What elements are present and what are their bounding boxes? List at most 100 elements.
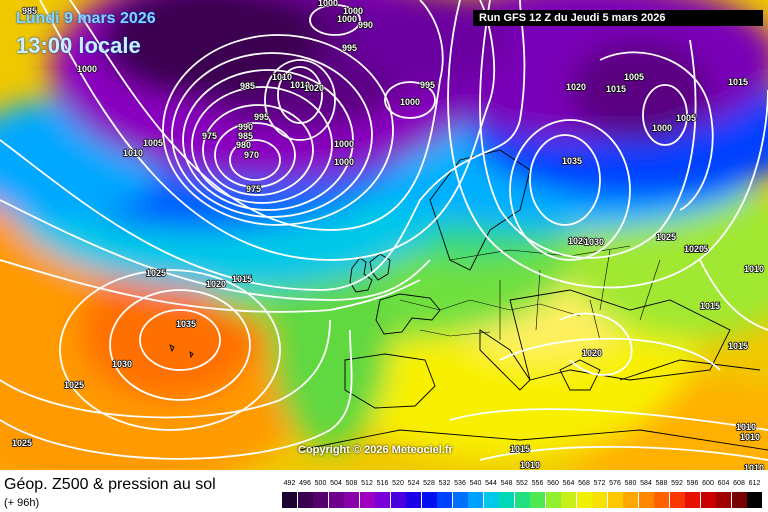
legend-value: 524 bbox=[407, 480, 420, 487]
isobar-label: 1035 bbox=[176, 319, 196, 329]
isobar-label: 990 bbox=[238, 122, 253, 132]
legend-value: 600 bbox=[702, 480, 714, 487]
legend-swatch bbox=[654, 492, 669, 508]
legend-item: 592 bbox=[669, 480, 685, 508]
legend-value: 580 bbox=[624, 480, 637, 487]
footer: Géop. Z500 & pression au sol (+ 96h) 492… bbox=[0, 470, 768, 512]
legend-swatch bbox=[437, 492, 452, 508]
isobar-label: 980 bbox=[236, 140, 251, 150]
legend-value: 596 bbox=[686, 480, 699, 487]
isobar-label: 1020 bbox=[684, 244, 704, 254]
legend-swatch bbox=[297, 492, 313, 508]
legend-swatch bbox=[514, 492, 530, 508]
legend-value: 512 bbox=[361, 480, 373, 487]
isobar-label: 995 bbox=[254, 112, 269, 122]
legend-item: 612 bbox=[747, 480, 762, 508]
forecast-date: Lundi 9 mars 2026 bbox=[16, 10, 156, 27]
legend-swatch bbox=[685, 492, 700, 508]
legend-value: 564 bbox=[562, 480, 575, 487]
legend-item: 552 bbox=[514, 480, 530, 508]
isobar-label: 1000 bbox=[337, 14, 357, 24]
footer-title: Géop. Z500 & pression au sol bbox=[4, 476, 216, 493]
legend-swatch bbox=[406, 492, 421, 508]
isobar-label: 970 bbox=[244, 150, 259, 160]
isobar-label: 1025 bbox=[64, 380, 84, 390]
legend-item: 528 bbox=[421, 480, 437, 508]
isobar-label: 1025 bbox=[12, 438, 32, 448]
legend-value: 572 bbox=[593, 480, 606, 487]
legend-item: 492 bbox=[282, 480, 297, 508]
isobar-label: 1005 bbox=[624, 72, 644, 82]
legend-swatch bbox=[623, 492, 638, 508]
isobar-label: 1010 bbox=[520, 460, 540, 470]
legend-value: 540 bbox=[469, 480, 482, 487]
isobar-label: 975 bbox=[246, 184, 261, 194]
isobar-label: 1005 bbox=[143, 138, 163, 148]
legend-item: 584 bbox=[638, 480, 654, 508]
legend-item: 512 bbox=[359, 480, 375, 508]
legend-value: 544 bbox=[485, 480, 497, 487]
legend-swatch bbox=[421, 492, 437, 508]
legend-swatch bbox=[592, 492, 607, 508]
legend-item: 516 bbox=[375, 480, 390, 508]
legend-item: 568 bbox=[576, 480, 592, 508]
isobar-label: 1020 bbox=[568, 236, 588, 246]
legend-value: 568 bbox=[578, 480, 590, 487]
legend-item: 536 bbox=[452, 480, 468, 508]
legend-swatch bbox=[375, 492, 390, 508]
legend-value: 492 bbox=[283, 480, 296, 487]
isobar-label: 1000 bbox=[652, 123, 672, 133]
pressure-labels: 9851000100010009909951000985101010101020… bbox=[11, 0, 764, 470]
isobar-label: 1025 bbox=[688, 244, 708, 254]
isobar-label: 1025 bbox=[146, 268, 166, 278]
legend-value: 516 bbox=[376, 480, 389, 487]
isobar-label: 985 bbox=[22, 6, 37, 16]
isobars bbox=[0, 0, 768, 461]
isobar-label: 1015 bbox=[606, 84, 626, 94]
legend-value: 584 bbox=[640, 480, 652, 487]
isobar-label: 1020 bbox=[582, 348, 602, 358]
legend-swatch bbox=[700, 492, 716, 508]
legend-item: 508 bbox=[344, 480, 359, 508]
isobar-label: 1000 bbox=[318, 0, 338, 8]
legend-value: 560 bbox=[547, 480, 559, 487]
legend-item: 560 bbox=[545, 480, 561, 508]
legend-item: 524 bbox=[406, 480, 421, 508]
isobar-label: 1000 bbox=[77, 64, 97, 74]
isobar-label: 995 bbox=[342, 43, 357, 53]
legend-swatch bbox=[731, 492, 747, 508]
legend-item: 520 bbox=[390, 480, 406, 508]
legend-value: 496 bbox=[299, 480, 311, 487]
legend-swatch bbox=[344, 492, 359, 508]
legend-item: 588 bbox=[654, 480, 669, 508]
legend-swatch bbox=[607, 492, 623, 508]
legend-item: 556 bbox=[530, 480, 545, 508]
isobar-label: 975 bbox=[202, 131, 217, 141]
legend-swatch bbox=[390, 492, 406, 508]
legend-swatch bbox=[669, 492, 685, 508]
legend-item: 504 bbox=[328, 480, 344, 508]
legend-item: 576 bbox=[607, 480, 623, 508]
legend-swatch bbox=[576, 492, 592, 508]
map-canvas: 9851000100010009909951000985101010101020… bbox=[0, 0, 768, 470]
footer-subtitle: (+ 96h) bbox=[4, 497, 40, 509]
legend-swatch bbox=[530, 492, 545, 508]
legend-item: 540 bbox=[468, 480, 483, 508]
geopotential-field: 9851000100010009909951000985101010101020… bbox=[0, 0, 768, 470]
legend-value: 548 bbox=[500, 480, 513, 487]
legend-value: 536 bbox=[454, 480, 466, 487]
isobar-label: 1015 bbox=[728, 341, 748, 351]
copyright: Copyright © 2026 Meteociel.fr bbox=[298, 444, 453, 456]
legend-item: 496 bbox=[297, 480, 313, 508]
legend-swatch bbox=[468, 492, 483, 508]
isobar-label: 1010 bbox=[744, 264, 764, 274]
isobar-label: 1010 bbox=[744, 463, 764, 470]
legend-value: 604 bbox=[717, 480, 730, 487]
isobar-label: 1000 bbox=[400, 97, 420, 107]
isobar-label: 1000 bbox=[334, 157, 354, 167]
isobar-label: 990 bbox=[358, 20, 373, 30]
legend-item: 572 bbox=[592, 480, 607, 508]
isobar-label: 1000 bbox=[343, 6, 363, 16]
isobar-label: 985 bbox=[238, 131, 253, 141]
legend-item: 596 bbox=[685, 480, 700, 508]
